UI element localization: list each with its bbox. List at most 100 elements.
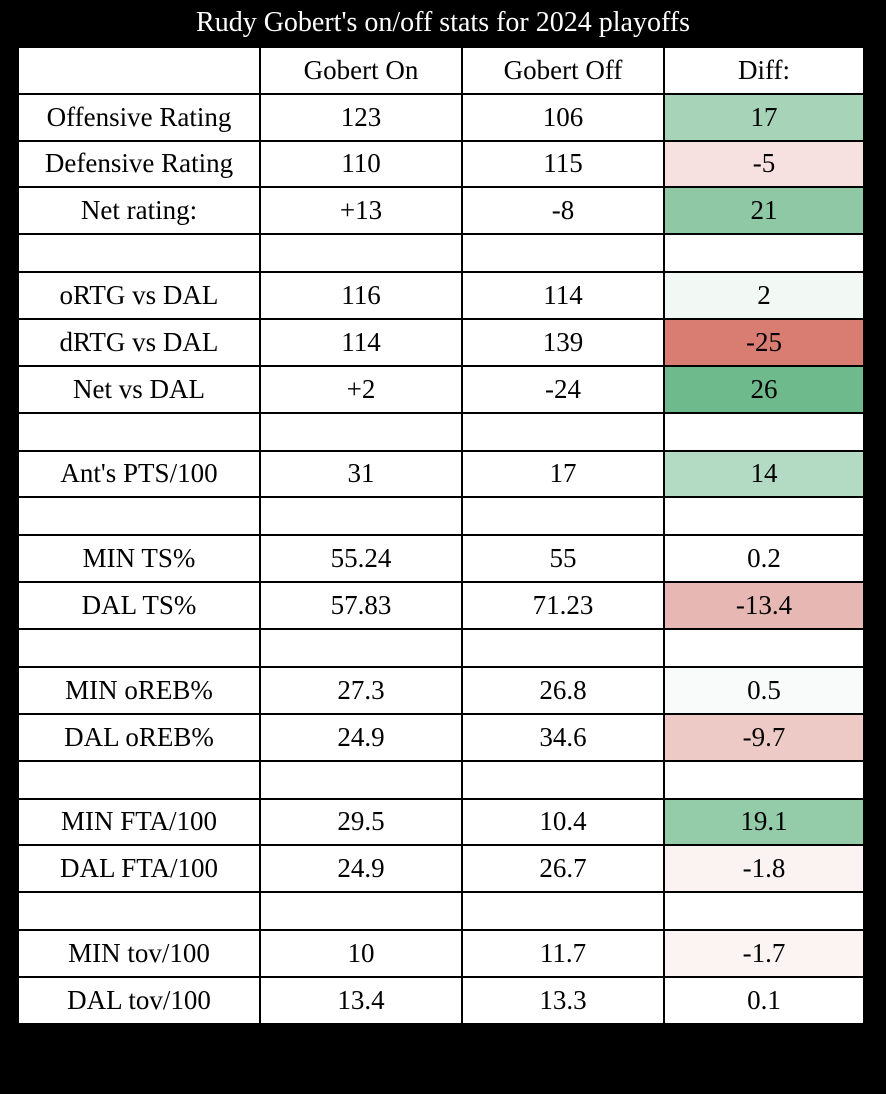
- row-label-cell: DAL FTA/100: [17, 844, 261, 894]
- spacer-cell: [461, 233, 665, 274]
- table-row: Net rating: +13 -8 21: [17, 186, 865, 236]
- gobert-off-cell: 17: [461, 449, 665, 499]
- gobert-on-cell: 24.9: [259, 844, 463, 894]
- row-label-cell: Net vs DAL: [17, 364, 261, 414]
- gobert-off-cell: 114: [461, 271, 665, 320]
- gobert-off-cell: 26.7: [461, 844, 665, 894]
- row-label-cell: Offensive Rating: [17, 92, 261, 142]
- gobert-on-cell: 31: [259, 449, 463, 499]
- table-row: oRTG vs DAL 116 114 2: [17, 271, 865, 320]
- spacer-cell: [663, 496, 865, 537]
- spacer-row: [17, 233, 865, 274]
- row-label-cell: DAL oREB%: [17, 712, 261, 762]
- table-row: MIN oREB% 27.3 26.8 0.5: [17, 665, 865, 715]
- row-label-cell: Defensive Rating: [17, 139, 261, 189]
- diff-cell: -1.7: [663, 929, 865, 978]
- gobert-on-cell: 29.5: [259, 797, 463, 847]
- spacer-cell: [17, 496, 261, 537]
- header-cell-gobert-on: Gobert On: [259, 46, 463, 95]
- spacer-cell: [259, 233, 463, 274]
- diff-cell: 19.1: [663, 797, 865, 847]
- spacer-cell: [259, 759, 463, 800]
- spacer-cell: [663, 627, 865, 668]
- gobert-on-cell: 57.83: [259, 581, 463, 630]
- page-title: Rudy Gobert's on/off stats for 2024 play…: [196, 7, 690, 38]
- spacer-cell: [17, 233, 261, 274]
- table-row: Ant's PTS/100 31 17 14: [17, 449, 865, 499]
- row-label-cell: MIN oREB%: [17, 665, 261, 715]
- diff-cell: 14: [663, 449, 865, 499]
- gobert-on-cell: +2: [259, 364, 463, 414]
- spacer-row: [17, 759, 865, 800]
- spacer-cell: [461, 411, 665, 452]
- gobert-on-cell: 114: [259, 317, 463, 367]
- diff-cell: -1.8: [663, 844, 865, 894]
- spacer-cell: [17, 627, 261, 668]
- row-label-cell: MIN FTA/100: [17, 797, 261, 847]
- spacer-row: [17, 627, 865, 668]
- diff-cell: 0.1: [663, 975, 865, 1025]
- spacer-cell: [461, 891, 665, 932]
- gobert-off-cell: 26.8: [461, 665, 665, 715]
- gobert-off-cell: 11.7: [461, 929, 665, 978]
- diff-cell: 26: [663, 364, 865, 414]
- diff-cell: 0.2: [663, 534, 865, 584]
- table-row: Defensive Rating 110 115 -5: [17, 139, 865, 189]
- row-label-cell: DAL tov/100: [17, 975, 261, 1025]
- diff-cell: -5: [663, 139, 865, 189]
- gobert-on-cell: 123: [259, 92, 463, 142]
- gobert-off-cell: 71.23: [461, 581, 665, 630]
- spacer-cell: [663, 233, 865, 274]
- table-row: DAL tov/100 13.4 13.3 0.1: [17, 975, 865, 1025]
- table-row: MIN FTA/100 29.5 10.4 19.1: [17, 797, 865, 847]
- header-cell-label: [17, 46, 261, 95]
- spacer-cell: [461, 759, 665, 800]
- gobert-on-cell: 110: [259, 139, 463, 189]
- diff-cell: -25: [663, 317, 865, 367]
- spacer-cell: [17, 891, 261, 932]
- gobert-on-cell: 24.9: [259, 712, 463, 762]
- row-label-cell: oRTG vs DAL: [17, 271, 261, 320]
- gobert-off-cell: 115: [461, 139, 665, 189]
- gobert-on-cell: 13.4: [259, 975, 463, 1025]
- row-label-cell: Ant's PTS/100: [17, 449, 261, 499]
- gobert-on-cell: 10: [259, 929, 463, 978]
- diff-cell: 21: [663, 186, 865, 236]
- gobert-off-cell: 13.3: [461, 975, 665, 1025]
- spacer-cell: [259, 411, 463, 452]
- gobert-on-cell: 116: [259, 271, 463, 320]
- row-label-cell: MIN tov/100: [17, 929, 261, 978]
- spacer-cell: [461, 496, 665, 537]
- header-cell-gobert-off: Gobert Off: [461, 46, 665, 95]
- diff-cell: 0.5: [663, 665, 865, 715]
- spacer-row: [17, 411, 865, 452]
- table-row: MIN tov/100 10 11.7 -1.7: [17, 929, 865, 978]
- gobert-on-cell: 55.24: [259, 534, 463, 584]
- table-row: dRTG vs DAL 114 139 -25: [17, 317, 865, 367]
- row-label-cell: Net rating:: [17, 186, 261, 236]
- table-row: DAL FTA/100 24.9 26.7 -1.8: [17, 844, 865, 894]
- gobert-off-cell: 139: [461, 317, 665, 367]
- table-row: Net vs DAL +2 -24 26: [17, 364, 865, 414]
- spacer-cell: [17, 411, 261, 452]
- gobert-off-cell: -8: [461, 186, 665, 236]
- table-row: DAL oREB% 24.9 34.6 -9.7: [17, 712, 865, 762]
- spacer-cell: [461, 627, 665, 668]
- table-row: Offensive Rating 123 106 17: [17, 92, 865, 142]
- table-row: DAL TS% 57.83 71.23 -13.4: [17, 581, 865, 630]
- row-label-cell: MIN TS%: [17, 534, 261, 584]
- gobert-on-cell: 27.3: [259, 665, 463, 715]
- table-body: Gobert On Gobert Off Diff: Offensive Rat…: [17, 46, 865, 1025]
- spacer-row: [17, 496, 865, 537]
- diff-cell: -9.7: [663, 712, 865, 762]
- spacer-cell: [17, 759, 261, 800]
- spacer-cell: [259, 496, 463, 537]
- diff-cell: -13.4: [663, 581, 865, 630]
- spacer-cell: [259, 627, 463, 668]
- table-header-row: Gobert On Gobert Off Diff:: [17, 46, 865, 95]
- gobert-off-cell: 55: [461, 534, 665, 584]
- spacer-cell: [259, 891, 463, 932]
- table-row: MIN TS% 55.24 55 0.2: [17, 534, 865, 584]
- row-label-cell: DAL TS%: [17, 581, 261, 630]
- gobert-on-cell: +13: [259, 186, 463, 236]
